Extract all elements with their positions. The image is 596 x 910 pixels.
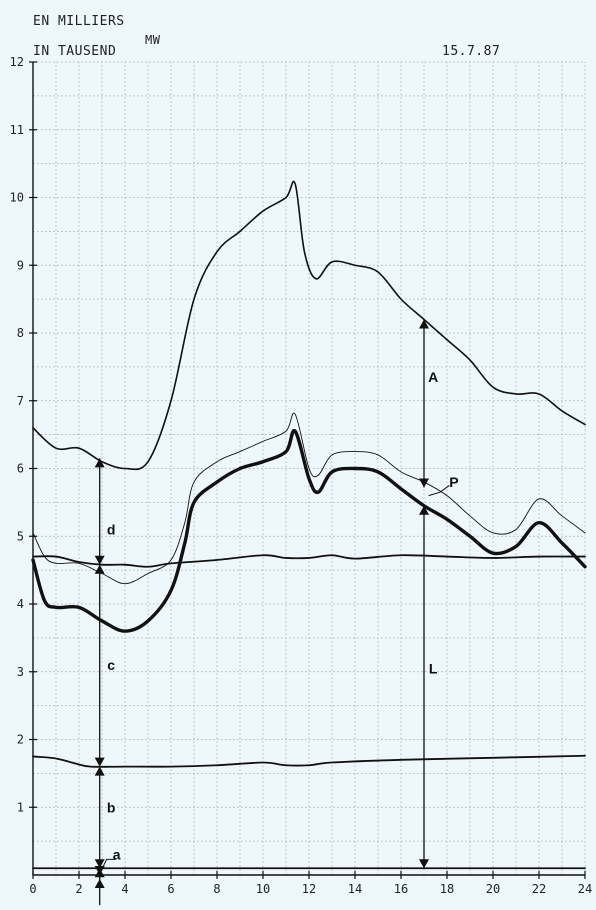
series-line-l_thick bbox=[31, 428, 587, 633]
y-tick-label: 6 bbox=[17, 462, 24, 476]
annotation-b: b bbox=[107, 799, 116, 815]
x-tick-label: 14 bbox=[348, 882, 362, 896]
x-tick-label: 2 bbox=[75, 882, 82, 896]
annotation-d: d bbox=[107, 521, 116, 537]
arrow-head bbox=[94, 757, 105, 767]
arrow-head bbox=[419, 319, 429, 329]
unit-label-fr: EN MILLIERS bbox=[33, 14, 125, 29]
y-tick-label: 11 bbox=[10, 123, 24, 137]
arrow-head bbox=[94, 564, 105, 574]
y-tick-label: 8 bbox=[17, 326, 24, 340]
chart-annotations: a b c d A L P bbox=[107, 369, 459, 863]
x-tick-label: 8 bbox=[213, 882, 220, 896]
arrow-head bbox=[94, 879, 105, 888]
arrow-head bbox=[94, 458, 105, 468]
y-tick-label: 12 bbox=[10, 55, 24, 69]
x-tick-label: 0 bbox=[29, 882, 36, 896]
annotation-P: P bbox=[449, 474, 458, 490]
x-tick-label: 20 bbox=[486, 882, 500, 896]
series-line-top bbox=[32, 180, 586, 471]
chart-arrows bbox=[94, 319, 450, 905]
date-label: 15.7.87 bbox=[442, 44, 501, 59]
x-tick-label: 12 bbox=[302, 882, 316, 896]
series-line-b_line bbox=[32, 754, 586, 768]
annotation-A: A bbox=[428, 369, 438, 385]
arrow-head bbox=[94, 766, 105, 776]
annotation-a: a bbox=[113, 847, 121, 863]
x-tick-label: 24 bbox=[578, 882, 592, 896]
annotation-c: c bbox=[107, 657, 115, 673]
y-tick-label: 4 bbox=[17, 597, 24, 611]
arrow-head bbox=[419, 505, 429, 515]
arrow-head bbox=[419, 859, 429, 869]
chart-series bbox=[31, 180, 587, 870]
series-line-p_thin bbox=[32, 412, 586, 585]
y-tick-label: 7 bbox=[17, 394, 24, 408]
x-tick-label: 18 bbox=[440, 882, 454, 896]
y-tick-label: 9 bbox=[17, 258, 24, 272]
y-tick-label: 3 bbox=[17, 665, 24, 679]
arrow-head bbox=[94, 859, 105, 869]
y-tick-label: 1 bbox=[17, 800, 24, 814]
x-tick-label: 4 bbox=[121, 882, 128, 896]
y-tick-label: 10 bbox=[10, 191, 24, 205]
x-tick-label: 16 bbox=[394, 882, 408, 896]
leader-line-p bbox=[428, 485, 450, 497]
y-tick-label: 2 bbox=[17, 733, 24, 747]
arrow-head bbox=[94, 555, 105, 565]
series-line-c_line bbox=[32, 554, 586, 568]
x-tick-label: 6 bbox=[167, 882, 174, 896]
unit-label-mw: MW bbox=[145, 33, 161, 47]
y-tick-label: 5 bbox=[17, 529, 24, 543]
x-tick-label: 22 bbox=[532, 882, 546, 896]
chart-grid bbox=[32, 61, 586, 876]
x-tick-label: 10 bbox=[256, 882, 270, 896]
leader-line-a bbox=[101, 858, 116, 870]
annotation-L: L bbox=[429, 660, 438, 676]
unit-label-de: IN TAUSEND bbox=[33, 44, 117, 59]
arrow-head bbox=[419, 478, 429, 488]
